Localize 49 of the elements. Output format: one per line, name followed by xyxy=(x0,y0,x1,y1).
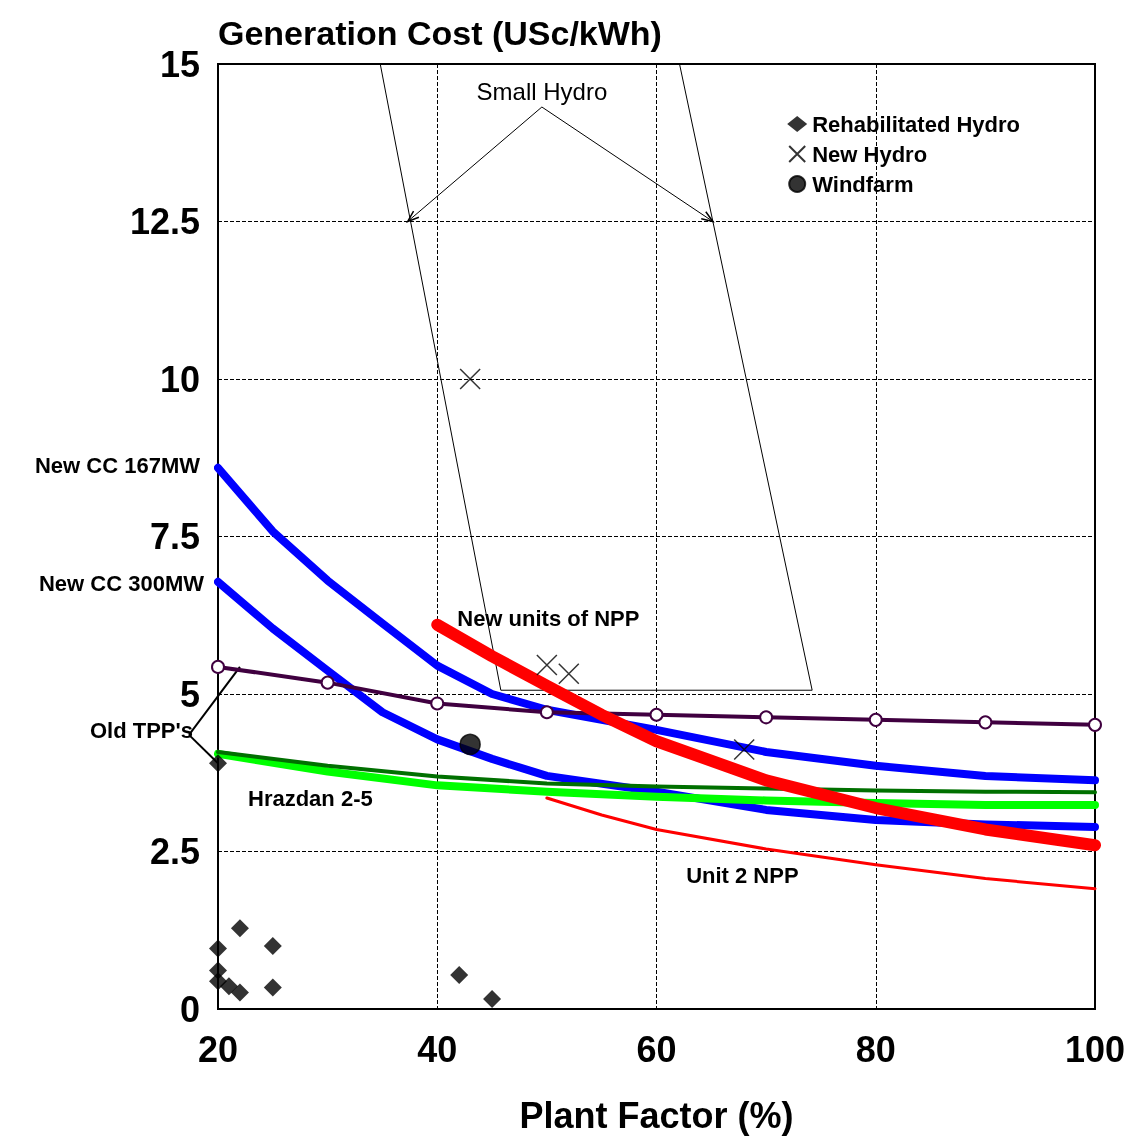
annotation: Small Hydro xyxy=(476,77,608,105)
point xyxy=(211,659,225,674)
series-label: New CC 300MW xyxy=(38,571,205,597)
line-series xyxy=(545,796,1097,891)
point xyxy=(263,978,282,997)
x-axis-title: Plant Factor (%) xyxy=(519,1094,794,1136)
y-tick-label: 0 xyxy=(179,988,200,1030)
legend-label: New Hydro xyxy=(812,141,928,167)
series-label: New CC 167MW xyxy=(34,453,201,479)
y-tick-label: 12.5 xyxy=(129,201,200,242)
point xyxy=(759,710,774,725)
point xyxy=(320,675,335,690)
text: Old TPP's xyxy=(89,718,193,744)
x-tick-label: 40 xyxy=(417,1028,458,1070)
x-tick-label: 100 xyxy=(1064,1028,1126,1070)
point xyxy=(536,654,558,676)
series-label: Unit 2 NPP xyxy=(686,863,799,889)
point xyxy=(450,965,469,984)
series-label: Hrazdan 2-5 xyxy=(248,786,373,812)
x-tick-label: 60 xyxy=(636,1028,677,1070)
point xyxy=(483,989,502,1008)
point xyxy=(558,663,580,685)
point xyxy=(209,939,227,958)
point xyxy=(459,733,481,756)
point xyxy=(868,712,883,727)
y-tick-label: 5 xyxy=(179,673,200,715)
legend-label: Windfarm xyxy=(812,171,914,197)
y-tick-label: 2.5 xyxy=(149,831,200,872)
x-tick-label: 80 xyxy=(855,1028,896,1070)
point xyxy=(430,696,445,711)
point xyxy=(219,977,238,996)
point xyxy=(230,983,249,1002)
point xyxy=(649,707,664,722)
series-label: New units of NPP xyxy=(457,606,640,632)
point xyxy=(263,937,282,955)
legend-label: Rehabilitated Hydro xyxy=(812,111,1020,137)
point xyxy=(978,715,993,730)
y-tick-label: 10 xyxy=(159,358,200,400)
point xyxy=(459,368,481,390)
point xyxy=(209,754,227,773)
point xyxy=(209,972,227,991)
y-tick-label: 7.5 xyxy=(149,516,200,557)
point xyxy=(230,919,249,938)
y-tick-label: 15 xyxy=(159,43,200,85)
point xyxy=(733,738,755,761)
point xyxy=(539,705,554,720)
point xyxy=(1088,717,1102,732)
y-axis-title: Generation Cost (USc/kWh) xyxy=(218,14,662,52)
x-tick-label: 20 xyxy=(197,1028,239,1070)
